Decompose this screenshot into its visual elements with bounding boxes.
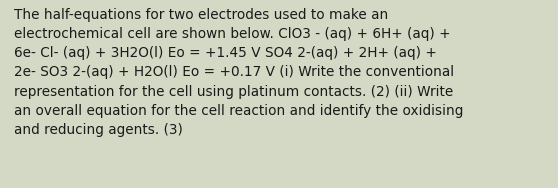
Text: The half-equations for two electrodes used to make an
electrochemical cell are s: The half-equations for two electrodes us… xyxy=(14,8,463,137)
